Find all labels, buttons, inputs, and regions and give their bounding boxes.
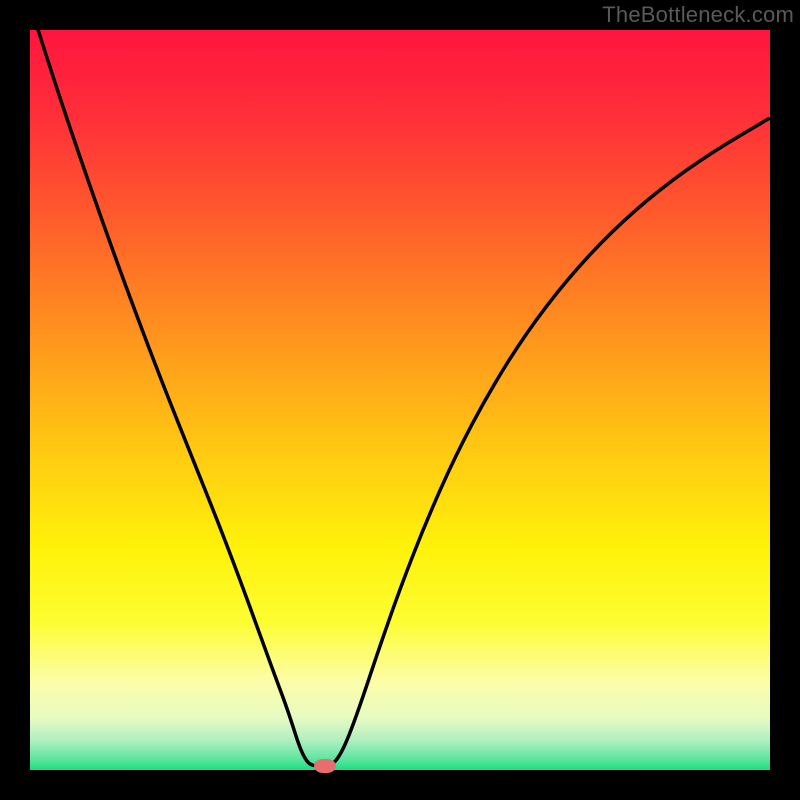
bottleneck-curve-svg: [30, 30, 770, 770]
watermark-text: TheBottleneck.com: [602, 2, 794, 28]
plot-area: [30, 30, 770, 770]
chart-root: TheBottleneck.com: [0, 0, 800, 800]
bottleneck-curve: [38, 30, 768, 766]
optimal-point-marker: [314, 759, 336, 773]
